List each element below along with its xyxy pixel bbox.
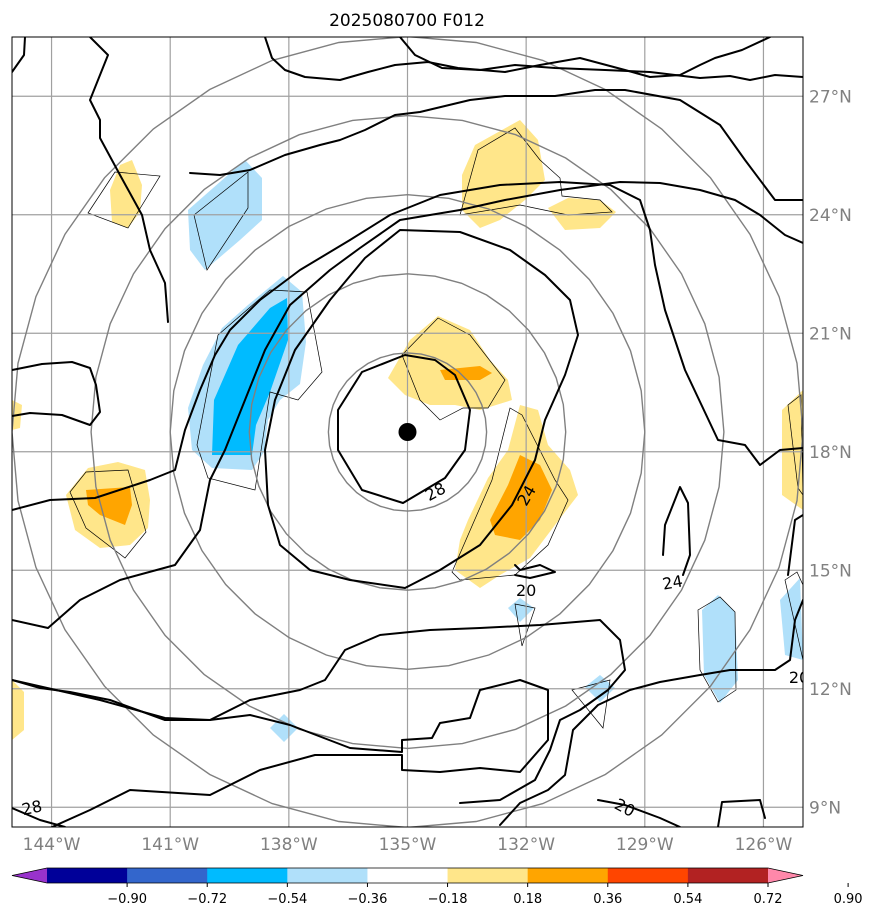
colorbar-segment: [367, 868, 449, 883]
lon-tick-label: 138°W: [260, 835, 318, 855]
colorbar-over-arrow: [768, 868, 803, 883]
thin-outline: [571, 679, 611, 729]
lat-tick-label: 24°N: [809, 206, 852, 226]
contour-line: [514, 564, 556, 579]
range-ring: [90, 114, 725, 750]
range-ring: [327, 352, 488, 512]
thin-outline: [784, 571, 803, 661]
colorbar-segment: [287, 868, 368, 883]
contour-line: [499, 599, 803, 826]
thin-outline: [69, 469, 147, 559]
negative-shading-region: [212, 298, 288, 455]
contour-label: 28: [20, 796, 44, 819]
contour-line: [12, 181, 803, 511]
lat-tick-label: 21°N: [809, 324, 852, 344]
lat-tick-label: 18°N: [809, 443, 852, 463]
contour-label-group: 24: [661, 571, 684, 593]
contour-line: [12, 361, 101, 426]
storm-center-marker: [398, 423, 417, 441]
colorbar-tick-label: 0.36: [593, 892, 622, 907]
positive-shading-region: [388, 316, 512, 410]
range-ring: [169, 193, 646, 671]
colorbar-tick-label: −0.36: [348, 892, 388, 907]
contour-line: [12, 181, 803, 629]
positive-shading-region: [490, 455, 552, 540]
contour-label: 24: [661, 571, 684, 593]
lat-tick-label: 27°N: [809, 87, 852, 107]
contour-label-group: 28: [20, 796, 44, 819]
contour-line: [264, 37, 771, 81]
colorbar-tick-label: −0.90: [107, 892, 147, 907]
negative-shading-region: [702, 595, 738, 703]
lon-tick-label: 126°W: [735, 835, 793, 855]
contour-line: [399, 37, 803, 81]
colorbar-segment: [687, 868, 769, 883]
contour-label-group: 20: [789, 668, 809, 687]
range-ring: [248, 273, 567, 591]
colorbar-under-arrow: [12, 868, 47, 883]
thin-outline: [697, 596, 737, 703]
contour-line: [717, 799, 766, 827]
thin-outline-layer: [69, 127, 803, 729]
positive-shading-region: [110, 160, 142, 228]
negative-shading-region: [508, 598, 534, 622]
latitude-tick-labels: 27°N 24°N 21°N 18°N 15°N 12°N 9°N: [809, 87, 852, 818]
lon-tick-label: 135°W: [379, 835, 437, 855]
contour-layer: [12, 37, 803, 827]
contour-line: [597, 799, 681, 827]
colorbar-tick-label: 0.90: [834, 892, 863, 907]
colorbar-tick-label: −0.54: [267, 892, 307, 907]
lat-tick-label: 9°N: [809, 798, 841, 818]
lon-tick-label: 132°W: [497, 835, 555, 855]
contour-label: 20: [789, 668, 809, 687]
colorbar-segment: [527, 868, 609, 883]
thin-outline: [193, 171, 249, 271]
colorbar-tick-label: −0.72: [187, 892, 227, 907]
contour-line: [12, 37, 26, 73]
contour-label: 20: [516, 581, 536, 600]
colorbar: −0.90 −0.72 −0.54 −0.36 −0.18 0.18 0.36 0.54 0.7…: [11, 867, 863, 907]
contour-line: [12, 807, 66, 827]
contour-line: [337, 354, 471, 504]
colorbar-segment: [607, 868, 689, 883]
colorbar-tick-label: 0.18: [513, 892, 542, 907]
thin-outline: [451, 407, 569, 581]
positive-shading-region: [440, 366, 492, 380]
thin-outline: [87, 171, 161, 229]
longitude-tick-labels: 144°W 141°W 138°W 135°W 132°W 129°W 126°W: [23, 835, 793, 855]
contour-label-group: 20: [516, 581, 536, 600]
negative-shading-region: [780, 578, 803, 660]
lat-tick-label: 15°N: [809, 561, 852, 581]
positive-shading-region: [782, 390, 803, 510]
thin-outline: [401, 317, 506, 421]
colorbar-tick-label: 0.54: [673, 892, 702, 907]
colorbar-segment: [447, 868, 529, 883]
colorbar-segment: [127, 868, 208, 883]
contour-line: [662, 486, 691, 576]
lon-tick-label: 129°W: [616, 835, 674, 855]
lon-tick-label: 144°W: [23, 835, 81, 855]
positive-shading-region: [12, 680, 24, 740]
thin-outline: [459, 127, 613, 216]
contour-line: [12, 679, 549, 827]
contour-line: [12, 619, 626, 804]
contour-line: [89, 37, 169, 323]
colorbar-segment: [47, 868, 128, 883]
colorbar-tick-label: 0.72: [754, 892, 783, 907]
contour-line: [264, 229, 579, 589]
thin-outline: [514, 603, 536, 647]
thin-outline: [787, 394, 803, 496]
contour-line: [787, 514, 803, 576]
colorbar-segment: [207, 868, 288, 883]
lat-tick-label: 12°N: [809, 680, 852, 700]
plot-frame: [11, 36, 804, 828]
map-title: 2025080700 F012: [329, 11, 485, 31]
contour-line: [189, 89, 803, 201]
colorbar-tick-label: −0.18: [428, 892, 468, 907]
lon-tick-label: 141°W: [141, 835, 199, 855]
